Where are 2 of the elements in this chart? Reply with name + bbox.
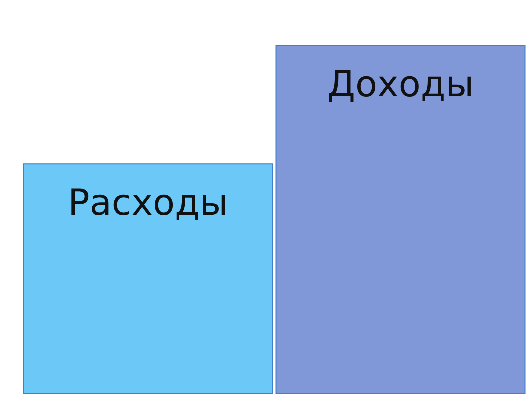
- x-tick-label: Расходы: [68, 183, 228, 224]
- x-tick-label: Доходы: [327, 64, 474, 106]
